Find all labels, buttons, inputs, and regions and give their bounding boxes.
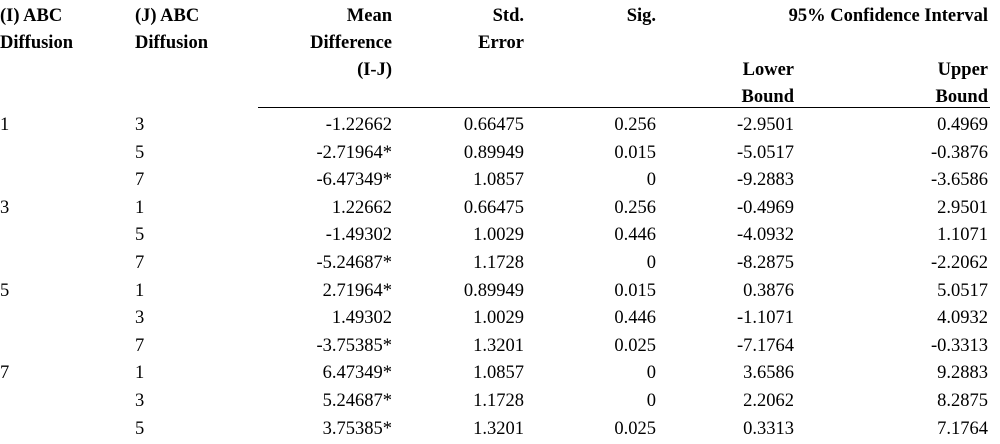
cell: 0.3876 <box>743 280 794 301</box>
cell: 1 <box>135 280 145 301</box>
cell: -4.0932 <box>736 225 794 246</box>
column-header: 95% Confidence Interval <box>788 6 988 26</box>
cell: -0.3876 <box>930 142 988 163</box>
cell: 3.75385* <box>322 418 392 439</box>
cell: 1 <box>0 115 10 135</box>
cell: 1 <box>135 197 145 218</box>
column-header: (I-J) <box>357 60 392 80</box>
cell: 1.3201 <box>473 418 524 439</box>
cell: -5.0517 <box>736 142 794 163</box>
cell: -2.9501 <box>736 115 794 135</box>
cell: 0.025 <box>614 418 656 439</box>
cell: -6.47349* <box>316 170 392 191</box>
column-header: Sig. <box>626 6 656 26</box>
cell: 2.71964* <box>322 280 392 301</box>
cell: -9.2883 <box>736 170 794 191</box>
cell: -1.1071 <box>736 308 794 329</box>
cell: 3.6586 <box>743 363 794 384</box>
cell: 0.66475 <box>463 197 524 218</box>
cell: 0.015 <box>614 142 656 163</box>
column-header: Diffusion <box>0 33 73 53</box>
cell: -8.2875 <box>736 253 794 273</box>
cell: 1.22662 <box>331 197 392 218</box>
cell: 0.446 <box>614 225 656 246</box>
cell: 0.3313 <box>743 418 794 439</box>
column-header: Upper <box>937 60 988 80</box>
cell: 0.015 <box>614 280 656 301</box>
cell: -1.22662 <box>325 115 392 135</box>
header-rule <box>258 107 990 108</box>
cell: 7.1764 <box>937 418 988 439</box>
cell: 1.0857 <box>473 170 524 191</box>
cell: -3.6586 <box>930 170 988 191</box>
column-header: (I) ABC <box>0 6 63 26</box>
cell: 1.0029 <box>473 225 524 246</box>
cell: 3 <box>135 308 145 329</box>
column-header: Bound <box>741 87 794 107</box>
column-header: Std. <box>492 6 524 26</box>
column-header: Error <box>478 33 524 53</box>
cell: 1.3201 <box>473 335 524 356</box>
cell: 3 <box>135 115 145 135</box>
cell: 3 <box>135 391 145 411</box>
cell: 0.66475 <box>463 115 524 135</box>
cell: 2.9501 <box>937 197 988 218</box>
cell: 3 <box>0 197 10 218</box>
cell: 8.2875 <box>937 391 988 411</box>
cell: 0.446 <box>614 308 656 329</box>
cell: 7 <box>135 170 145 191</box>
cell: 7 <box>135 335 145 356</box>
cell: -5.24687* <box>316 253 392 273</box>
cell: 0 <box>646 363 656 384</box>
cell: 5 <box>135 225 145 246</box>
cell: 1.1728 <box>473 253 524 273</box>
cell: 7 <box>135 253 145 273</box>
cell: 1.0029 <box>473 308 524 329</box>
cell: 7 <box>0 363 10 384</box>
cell: 0 <box>646 391 656 411</box>
cell: 5 <box>135 418 145 439</box>
column-header: Mean <box>346 6 392 26</box>
column-header: (J) ABC <box>135 6 200 26</box>
cell: 1.49302 <box>331 308 392 329</box>
cell: 6.47349* <box>322 363 392 384</box>
cell: -2.2062 <box>930 253 988 273</box>
cell: 5.0517 <box>937 280 988 301</box>
cell: 0.256 <box>614 115 656 135</box>
cell: 1.1071 <box>937 225 988 246</box>
cell: -7.1764 <box>736 335 794 356</box>
cell: 2.2062 <box>743 391 794 411</box>
cell: 0.025 <box>614 335 656 356</box>
cell: -0.4969 <box>736 197 794 218</box>
column-header: Bound <box>935 87 988 107</box>
cell: 9.2883 <box>937 363 988 384</box>
cell: 5 <box>135 142 145 163</box>
cell: -0.3313 <box>930 335 988 356</box>
cell: 0 <box>646 253 656 273</box>
cell: 0 <box>646 170 656 191</box>
cell: 4.0932 <box>937 308 988 329</box>
cell: 0.4969 <box>937 115 988 135</box>
cell: 1.1728 <box>473 391 524 411</box>
cell: 0.256 <box>614 197 656 218</box>
cell: 5 <box>0 280 10 301</box>
cell: 0.89949 <box>463 280 524 301</box>
cell: 0.89949 <box>463 142 524 163</box>
column-header: Lower <box>742 60 794 80</box>
cell: -3.75385* <box>316 335 392 356</box>
cell: -1.49302 <box>325 225 392 246</box>
column-header: Diffusion <box>135 33 208 53</box>
cell: -2.71964* <box>316 142 392 163</box>
cell: 1 <box>135 363 145 384</box>
column-header: Difference <box>310 33 392 53</box>
cell: 5.24687* <box>322 391 392 411</box>
cell: 1.0857 <box>473 363 524 384</box>
